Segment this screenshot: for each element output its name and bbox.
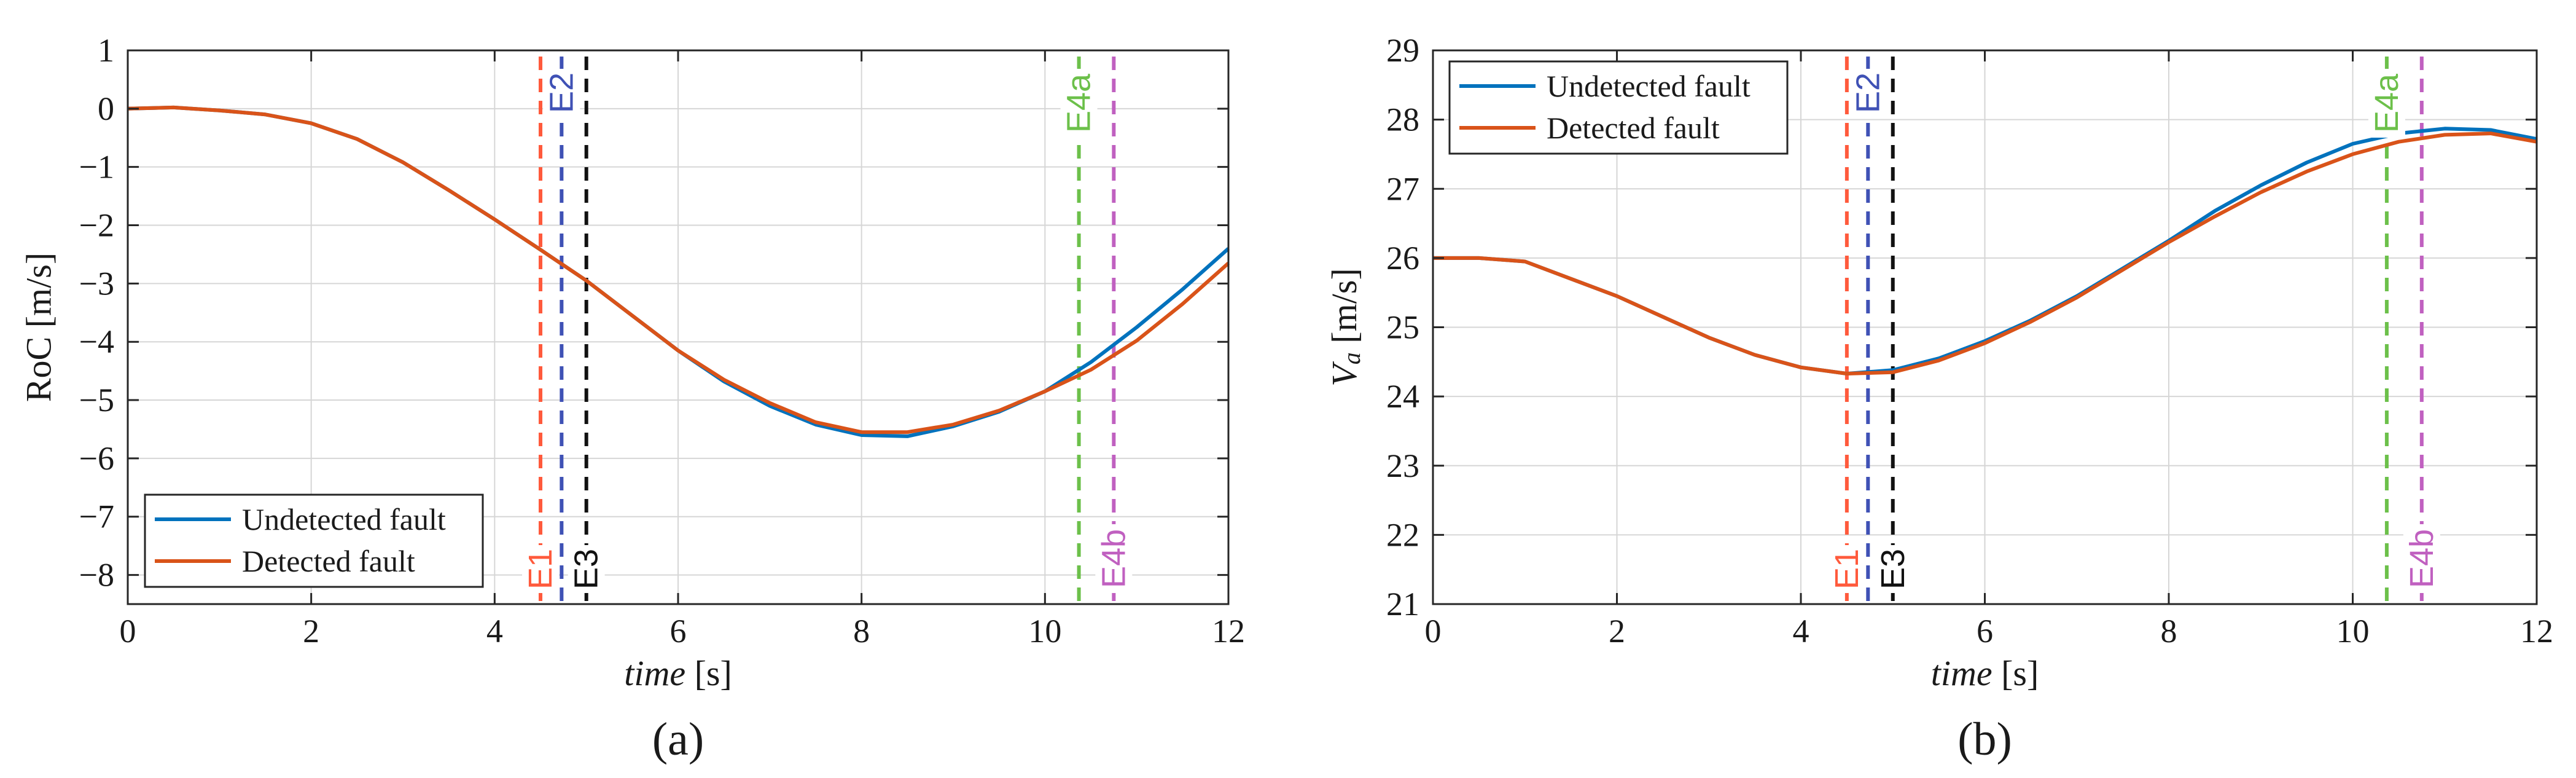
x-axis-label-var: time [624, 653, 685, 693]
series-line-detected [1433, 132, 2537, 375]
x-axis-label: time [s] [624, 653, 732, 693]
y-axis-label-subscript: a [1338, 352, 1365, 364]
x-tick-label: 6 [670, 613, 687, 650]
y-tick-label: 0 [98, 90, 114, 127]
event-label-bg [1874, 545, 1911, 593]
x-tick-label: 4 [1793, 613, 1809, 650]
x-tick-label: 4 [486, 613, 503, 650]
event-label-e2: E2 [543, 73, 580, 113]
event-label-bg [1095, 524, 1133, 593]
x-tick-label: 8 [2161, 613, 2177, 650]
y-tick-label: 28 [1386, 101, 1419, 138]
y-axis-label-symbol: V [1324, 361, 1364, 387]
event-label-e3: E3 [1875, 549, 1911, 589]
y-tick-label: −2 [79, 207, 114, 244]
y-tick-label: −7 [79, 498, 114, 535]
y-tick-label: 25 [1386, 309, 1419, 346]
y-tick-label: 24 [1386, 378, 1419, 415]
x-tick-label: 2 [1609, 613, 1625, 650]
series-line-detected [127, 105, 1230, 434]
y-tick-label: 27 [1386, 170, 1419, 207]
x-tick-label: 2 [303, 613, 319, 650]
y-axis-label: Va [m/s] [1324, 268, 1365, 386]
event-label-e4a: E4a [1061, 73, 1098, 133]
x-tick-label: 10 [2336, 613, 2370, 650]
legend-box [144, 493, 484, 588]
x-tick-label: 12 [1212, 613, 1245, 650]
y-axis-label: RoC [m/s] [19, 253, 59, 402]
x-tick-label: 0 [1425, 613, 1442, 650]
y-axis-label-unit: [m/s] [1324, 268, 1364, 352]
y-tick-label: 1 [98, 32, 114, 69]
legend-entry: Undetected fault [242, 502, 446, 536]
event-label-bg [1828, 545, 1865, 593]
x-tick-label: 0 [120, 613, 136, 650]
event-label-e4b: E4b [1095, 529, 1132, 588]
event-label-bg [1849, 69, 1887, 117]
panel-label: (a) [652, 713, 704, 765]
event-label-e1: E1 [522, 549, 559, 589]
event-label-bg [2403, 524, 2440, 593]
x-tick-label: 12 [2520, 613, 2553, 650]
event-label-e2: E2 [1849, 73, 1886, 113]
y-tick-label: −8 [79, 557, 114, 594]
event-label-e4b: E4b [2403, 529, 2440, 588]
legend-entry: Detected fault [242, 544, 415, 578]
y-tick-label: −6 [79, 440, 114, 477]
y-tick-label: 21 [1386, 586, 1419, 623]
event-label-e4a: E4a [2368, 73, 2405, 133]
y-tick-label: −3 [79, 265, 114, 302]
event-label-e1: E1 [1829, 549, 1865, 589]
x-axis-label: time [s] [1931, 653, 2039, 693]
legend-entry: Detected fault [1547, 111, 1720, 145]
event-label-bg [568, 545, 605, 593]
event-label-bg [2368, 69, 2405, 138]
x-axis-label-unit: [s] [1992, 653, 2039, 693]
event-label-e3: E3 [568, 549, 605, 589]
event-label-bg [543, 69, 580, 117]
panel-label: (b) [1957, 713, 2012, 765]
y-tick-label: −5 [79, 382, 114, 418]
legend-entry: Undetected fault [1547, 69, 1751, 103]
y-tick-label: 23 [1386, 447, 1419, 484]
y-tick-label: 29 [1386, 32, 1419, 69]
y-tick-label: −1 [79, 149, 114, 186]
legend-box [1448, 60, 1789, 155]
x-axis-label-unit: [s] [685, 653, 732, 693]
x-tick-label: 10 [1028, 613, 1061, 650]
y-tick-label: −4 [79, 323, 114, 360]
event-label-bg [522, 545, 559, 593]
x-tick-label: 6 [1977, 613, 1993, 650]
y-tick-label: 26 [1386, 240, 1419, 277]
event-label-bg [1060, 69, 1098, 138]
x-axis-label-var: time [1931, 653, 1992, 693]
y-tick-label: 22 [1386, 516, 1419, 553]
x-tick-label: 8 [853, 613, 870, 650]
